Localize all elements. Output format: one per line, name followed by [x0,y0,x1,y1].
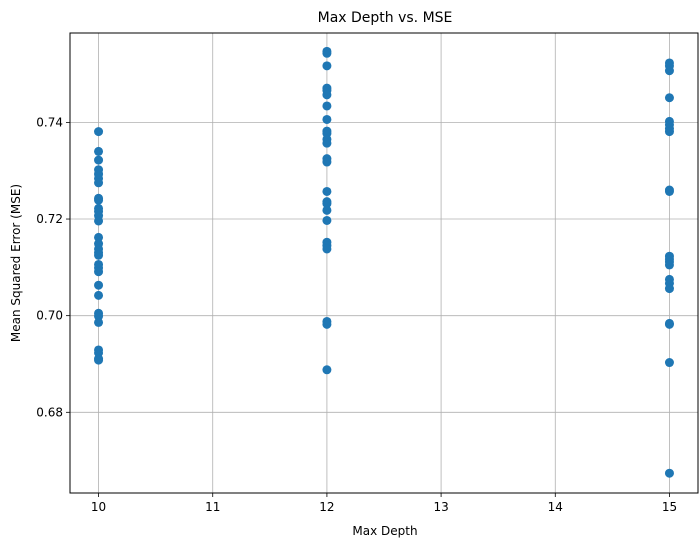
data-point [94,267,104,277]
x-tick-label: 12 [319,500,334,514]
x-tick-label: 13 [433,500,448,514]
data-point [322,101,332,111]
data-point [664,358,674,368]
plot-area-frame [69,32,699,494]
data-points [94,46,674,478]
x-axis-ticks: 10 11 12 13 14 15 [91,493,677,514]
data-point [322,90,332,100]
data-point [664,66,674,76]
data-point [94,232,104,242]
data-point [322,215,332,225]
data-point [94,290,104,300]
y-tick-label: 0.68 [36,405,63,419]
y-axis-label: Mean Squared Error (MSE) [9,184,23,342]
data-point [664,93,674,103]
data-point [322,319,332,329]
x-tick-label: 14 [548,500,563,514]
data-point [664,284,674,294]
data-point [94,311,104,321]
data-point [322,61,332,71]
data-point [94,216,104,226]
data-point [322,114,332,124]
data-point [94,355,104,365]
data-point [664,260,674,270]
data-point [664,468,674,478]
data-point [94,317,104,327]
data-point [664,319,674,329]
data-point [322,205,332,215]
x-axis-label: Max Depth [352,524,417,538]
data-point [322,138,332,148]
data-point [664,127,674,137]
x-tick-label: 10 [91,500,106,514]
data-point [94,155,104,165]
data-point [94,280,104,290]
data-point [322,199,332,209]
data-point [322,157,332,167]
data-point [94,127,104,137]
y-tick-label: 0.74 [36,115,63,129]
data-point [322,365,332,375]
data-point [94,146,104,156]
chart-title: Max Depth vs. MSE [318,10,453,26]
y-axis-ticks: 0.68 0.70 0.72 0.74 [36,115,70,419]
data-point [94,178,104,188]
y-tick-label: 0.70 [36,309,63,323]
data-point [94,195,104,205]
data-point [322,244,332,254]
data-point [664,186,674,196]
x-tick-label: 15 [662,500,677,514]
data-point [322,48,332,58]
data-point [322,186,332,196]
data-point [94,250,104,260]
y-tick-label: 0.72 [36,212,63,226]
x-tick-label: 11 [205,500,220,514]
